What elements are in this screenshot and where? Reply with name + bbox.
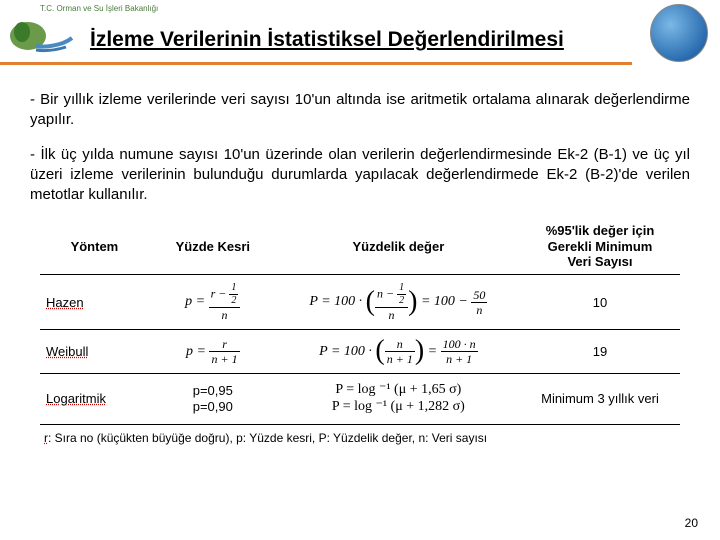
method-log: Logaritmik	[40, 374, 149, 425]
table-row: Weibull p = rn + 1 P = 100 · (nn + 1) = …	[40, 330, 680, 374]
log-min: Minimum 3 yıllık veri	[520, 374, 680, 425]
table-row: Hazen p = r − 12n P = 100 · (n − 12n) = …	[40, 275, 680, 330]
ministry-logo-icon	[8, 8, 78, 58]
method-hazen: Hazen	[40, 275, 149, 330]
slide-header: T.C. Orman ve Su İşleri Bakanlığı İzleme…	[0, 0, 720, 80]
col-minsample: %95'lik değer için Gerekli Minimum Veri …	[520, 219, 680, 274]
table-footnote: r: Sıra no (küçükten büyüğe doğru), p: Y…	[40, 425, 680, 445]
page-number: 20	[685, 516, 698, 530]
divider-line	[0, 62, 632, 65]
slide-content: - Bir yıllık izleme verilerinde veri say…	[0, 80, 720, 445]
hazen-fraction: p = r − 12n	[149, 275, 277, 330]
paragraph-2: - İlk üç yılda numune sayısı 10'un üzeri…	[30, 145, 690, 206]
log-percentile: P = log ⁻¹ (μ + 1,65 σ) P = log ⁻¹ (μ + …	[277, 374, 520, 425]
table-row: Logaritmik p=0,95 p=0,90 P = log ⁻¹ (μ +…	[40, 374, 680, 425]
methods-table: Yöntem Yüzde Kesri Yüzdelik değer %95'li…	[40, 219, 680, 444]
weibull-fraction: p = rn + 1	[149, 330, 277, 374]
hazen-percentile: P = 100 · (n − 12n) = 100 − 50n	[277, 275, 520, 330]
col-fraction: Yüzde Kesri	[149, 219, 277, 274]
paragraph-1: - Bir yıllık izleme verilerinde veri say…	[30, 90, 690, 131]
method-weibull: Weibull	[40, 330, 149, 374]
table-header-row: Yöntem Yüzde Kesri Yüzdelik değer %95'li…	[40, 219, 680, 274]
weibull-min: 19	[520, 330, 680, 374]
log-fraction: p=0,95 p=0,90	[149, 374, 277, 425]
col-method: Yöntem	[40, 219, 149, 274]
weibull-percentile: P = 100 · (nn + 1) = 100 · nn + 1	[277, 330, 520, 374]
slide-title: İzleme Verilerinin İstatistiksel Değerle…	[90, 10, 700, 52]
hazen-min: 10	[520, 275, 680, 330]
water-agency-logo-icon	[650, 4, 708, 62]
col-percentile: Yüzdelik değer	[277, 219, 520, 274]
